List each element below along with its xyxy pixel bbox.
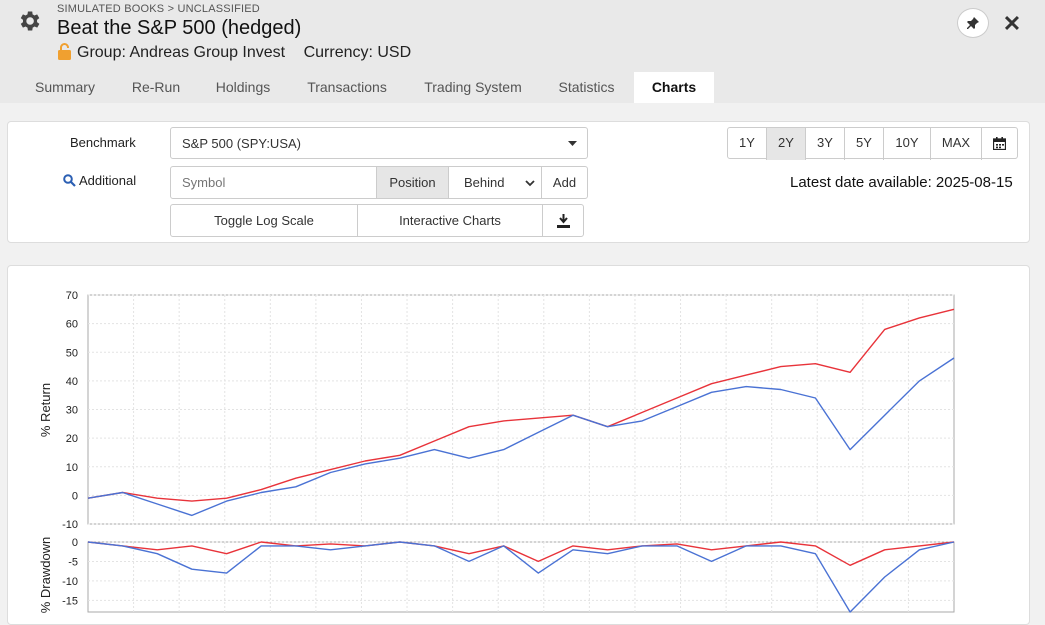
tab-re-run[interactable]: Re-Run bbox=[131, 79, 181, 95]
calendar-button[interactable] bbox=[982, 128, 1017, 160]
pin-icon bbox=[967, 17, 979, 29]
return-tick-label: 10 bbox=[66, 462, 78, 474]
drawdown-plot-area bbox=[87, 541, 955, 613]
close-icon: ✕ bbox=[1002, 11, 1022, 36]
range-5y[interactable]: 5Y bbox=[845, 128, 884, 160]
date-range-group: 1Y 2Y 3Y 5Y 10Y MAX bbox=[727, 127, 1018, 160]
tab-bar: Summary Re-Run Holdings Transactions Tra… bbox=[0, 72, 1045, 103]
return-tick-label: 40 bbox=[66, 376, 78, 388]
book-header: SIMULATED BOOKS > UNCLASSIFIED Beat the … bbox=[0, 0, 1045, 72]
drawdown-tick-label: -5 bbox=[68, 556, 78, 568]
range-1y[interactable]: 1Y bbox=[728, 128, 767, 160]
benchmark-label: Benchmark bbox=[70, 135, 136, 150]
add-button[interactable]: Add bbox=[541, 166, 588, 199]
tab-statistics[interactable]: Statistics bbox=[558, 79, 615, 95]
tab-charts[interactable]: Charts bbox=[634, 72, 714, 103]
range-2y[interactable]: 2Y bbox=[767, 128, 806, 160]
lock-icon bbox=[58, 43, 71, 60]
drawdown-tick-label: -10 bbox=[62, 576, 78, 588]
chevron-down-icon bbox=[525, 180, 535, 187]
page-title: Beat the S&P 500 (hedged) bbox=[57, 17, 302, 39]
range-max[interactable]: MAX bbox=[931, 128, 982, 160]
return-tick-label: 50 bbox=[66, 347, 78, 359]
download-button[interactable] bbox=[542, 204, 584, 237]
return-tick-label: 0 bbox=[72, 490, 78, 502]
tab-trading-system[interactable]: Trading System bbox=[424, 79, 522, 95]
benchmark-value: S&P 500 (SPY:USA) bbox=[182, 136, 301, 151]
toggle-log-scale-button[interactable]: Toggle Log Scale bbox=[170, 204, 358, 237]
close-button[interactable]: ✕ bbox=[1000, 11, 1024, 36]
latest-date: Latest date available: 2025-08-15 bbox=[790, 174, 1013, 191]
return-series-0-line bbox=[87, 308, 955, 502]
search-icon bbox=[63, 174, 76, 187]
calendar-icon bbox=[993, 137, 1006, 150]
position-select[interactable]: Behind bbox=[448, 166, 542, 199]
drawdown-axis-label: % Drawdown bbox=[38, 537, 53, 614]
breadcrumb[interactable]: SIMULATED BOOKS > UNCLASSIFIED bbox=[57, 3, 260, 15]
chevron-down-icon bbox=[568, 141, 577, 146]
tab-summary[interactable]: Summary bbox=[35, 79, 95, 95]
pin-button[interactable] bbox=[957, 8, 989, 38]
range-3y[interactable]: 3Y bbox=[806, 128, 845, 160]
additional-label: Additional bbox=[79, 173, 137, 188]
drawdown-series-0-line bbox=[87, 541, 955, 566]
drawdown-tick-label: 0 bbox=[72, 537, 78, 549]
return-tick-label: -10 bbox=[62, 519, 78, 531]
tab-transactions[interactable]: Transactions bbox=[307, 79, 387, 95]
range-10y[interactable]: 10Y bbox=[884, 128, 931, 160]
currency-label: Currency: USD bbox=[303, 44, 412, 61]
return-tick-label: 70 bbox=[66, 290, 78, 302]
drawdown-tick-label: -15 bbox=[62, 595, 78, 607]
return-axis-label: % Return bbox=[38, 383, 53, 437]
return-series-1-line bbox=[87, 357, 955, 517]
position-value: Behind bbox=[464, 175, 505, 190]
symbol-input[interactable] bbox=[170, 166, 377, 199]
book-meta: Group: Andreas Group Invest Currency: US… bbox=[77, 44, 425, 62]
return-tick-label: 60 bbox=[66, 319, 78, 331]
interactive-charts-button[interactable]: Interactive Charts bbox=[357, 204, 543, 237]
gear-icon[interactable] bbox=[16, 8, 42, 34]
drawdown-series-1-line bbox=[87, 541, 955, 613]
group-label: Group: Andreas Group Invest bbox=[77, 44, 286, 61]
benchmark-select[interactable]: S&P 500 (SPY:USA) bbox=[170, 127, 588, 159]
download-icon bbox=[557, 214, 570, 228]
tab-holdings[interactable]: Holdings bbox=[215, 79, 271, 95]
position-label: Position bbox=[376, 166, 449, 199]
return-tick-label: 20 bbox=[66, 433, 78, 445]
return-tick-label: 30 bbox=[66, 405, 78, 417]
